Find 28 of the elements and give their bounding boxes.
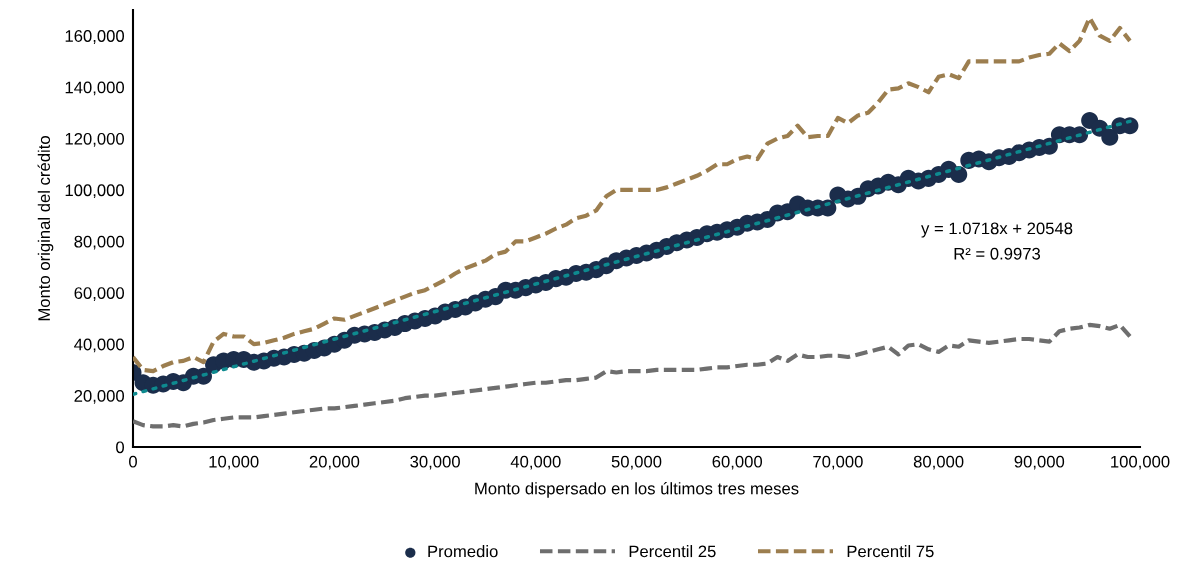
y-axis-title: Monto original del crédito [37,136,54,321]
x-tick-label: 70,000 [813,455,863,470]
x-tick-label: 90,000 [1014,455,1065,470]
y-tick-label: 100,000 [65,184,125,199]
x-tick-label: 0 [129,455,137,468]
legend-label: Percentil 75 [847,545,934,558]
x-tick-label: 20,000 [309,455,360,470]
legend-label: Percentil 25 [629,545,716,558]
x-tick-label: 10,000 [209,455,259,470]
x-axis-title: Monto dispersado en los últimos tres meses [475,481,799,498]
y-tick-label: 40,000 [74,338,125,353]
y-tick-label: 80,000 [74,235,125,250]
annotation: R² = 0.9973 [954,247,1041,260]
y-tick-label: 20,000 [74,389,125,404]
x-tick-label: 100,000 [1111,455,1170,470]
annotation: y = 1.0718x + 20548 [921,222,1073,238]
y-tick-label: 140,000 [65,81,125,96]
line-series [133,322,1133,429]
x-tick-label: 50,000 [611,455,662,470]
x-tick-label: 40,000 [510,455,561,470]
y-tick-label: 120,000 [65,132,125,147]
y-tick-label: 160,000 [65,30,125,44]
legend-label: Promedio [428,545,498,558]
x-tick-label: 60,000 [712,455,763,470]
x-tick-label: 80,000 [913,455,964,470]
y-tick-label: 0 [116,441,125,454]
x-tick-label: 30,000 [410,455,460,470]
y-tick-label: 60,000 [74,287,125,301]
